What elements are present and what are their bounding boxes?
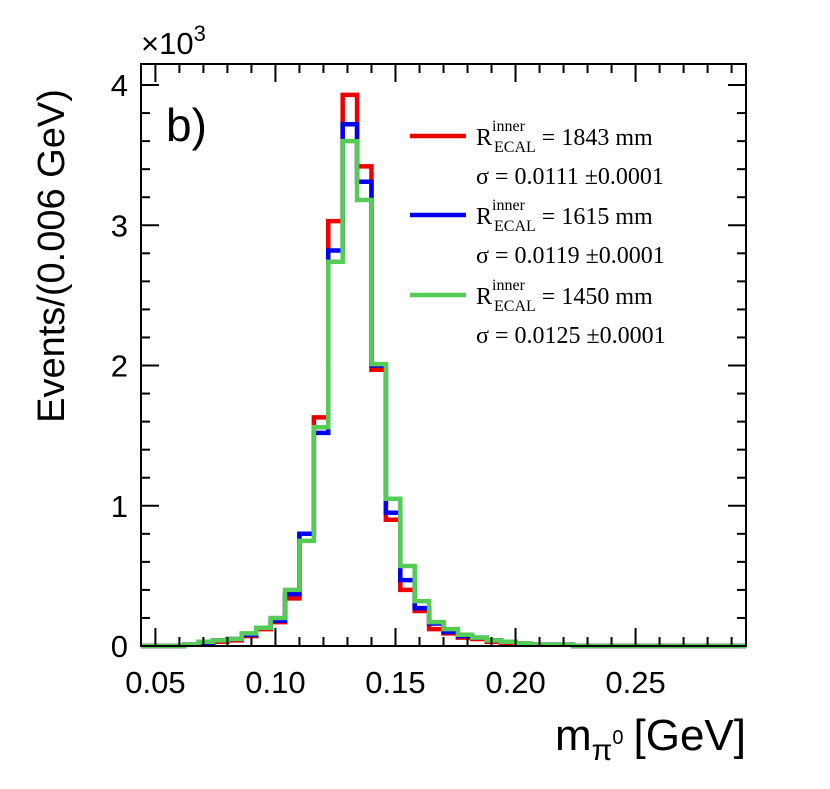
x-axis-label: mπ0 [GeV] [555,711,746,767]
legend-label: Rinner ECAL = 1450 mm [476,277,653,315]
legend-entry-2: Rinner ECAL = 1615 mm σ = 0.0119 ±0.0001 [410,197,665,269]
x-tick-label: 0.20 [485,665,545,700]
y-tick-label: 1 [111,489,128,524]
tick-layer [141,64,746,647]
legend-entry-3: Rinner ECAL = 1450 mm σ = 0.0125 ±0.0001 [410,277,666,349]
y-tick-label: 2 [111,349,128,384]
legend-entry-1: Rinner ECAL = 1843 mm σ = 0.0111 ±0.0001 [410,118,664,190]
x-tick-label: 0.15 [365,665,425,700]
y-multiplier: ×103 [141,21,206,61]
tick-label-layer: 0.05 0.10 0.15 0.20 0.25 0 1 2 3 4 [111,68,666,700]
plot-frame [140,63,747,647]
y-tick-label: 4 [111,68,128,103]
y-tick-label: 0 [111,629,128,664]
legend-sigma: σ = 0.0125 ±0.0001 [476,323,666,349]
legend-label: Rinner ECAL = 1843 mm [476,118,653,156]
legend-sigma: σ = 0.0111 ±0.0001 [476,164,664,190]
x-tick-label: 0.25 [605,665,665,700]
y-axis-label: Events/(0.006 GeV) [31,89,73,423]
panel-label: b) [166,99,207,151]
x-tick-label: 0.10 [245,665,305,700]
y-tick-label: 3 [111,208,128,243]
x-tick-label: 0.05 [125,665,185,700]
legend-label: Rinner ECAL = 1615 mm [476,197,653,235]
legend: Rinner ECAL = 1843 mmσ = 0.0111 ±0.0001Ri… [410,118,666,349]
histogram-series-2 [141,122,746,649]
legend-sigma: σ = 0.0119 ±0.0001 [476,243,665,269]
